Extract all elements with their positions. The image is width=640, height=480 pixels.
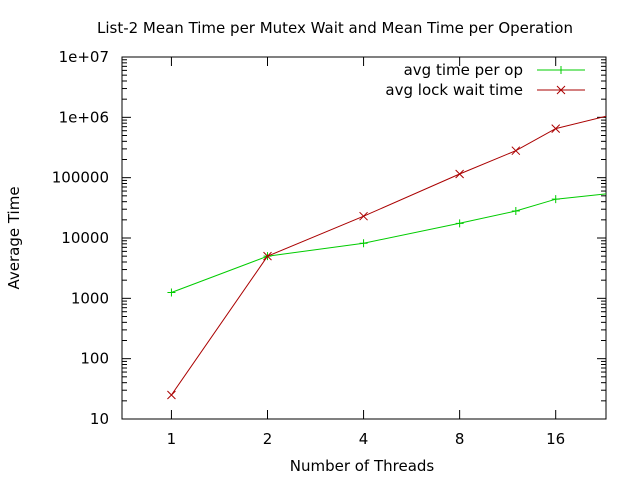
data-point bbox=[263, 251, 272, 261]
data-point bbox=[167, 288, 176, 297]
data-point bbox=[167, 390, 176, 400]
y-tick-label: 1000 bbox=[71, 289, 109, 307]
y-axis-label: Average Time bbox=[5, 186, 23, 289]
data-point bbox=[455, 169, 464, 179]
x-tick-label: 16 bbox=[546, 430, 565, 448]
legend-label: avg time per op bbox=[404, 61, 523, 79]
data-point bbox=[511, 207, 520, 216]
data-point bbox=[551, 124, 561, 133]
y-tick-label: 1e+07 bbox=[59, 48, 109, 66]
y-axis-ticks: 10 100 1000 10000 100000 1e+06 1e+07 bbox=[52, 48, 606, 428]
data-point bbox=[359, 239, 368, 248]
data-point bbox=[455, 219, 464, 228]
y-tick-label: 100 bbox=[80, 350, 109, 368]
x-axis-ticks: 1 2 4 8 16 bbox=[167, 57, 565, 448]
x-tick-label: 4 bbox=[359, 430, 369, 448]
series-layer bbox=[167, 115, 606, 400]
data-point bbox=[511, 146, 521, 156]
x-tick-label: 2 bbox=[263, 430, 273, 448]
y-tick-label: 10 bbox=[90, 410, 109, 428]
y-tick-label: 100000 bbox=[52, 169, 109, 187]
data-point bbox=[359, 211, 368, 221]
x-axis-label: Number of Threads bbox=[290, 457, 435, 475]
legend-label: avg lock wait time bbox=[385, 81, 523, 99]
x-tick-label: 1 bbox=[167, 430, 177, 448]
series-2 bbox=[167, 115, 606, 400]
legend-marker bbox=[556, 85, 566, 95]
legend-marker bbox=[557, 66, 565, 74]
y-tick-label: 1e+06 bbox=[59, 108, 109, 126]
data-point bbox=[551, 195, 560, 204]
y-tick-label: 10000 bbox=[61, 229, 109, 247]
chart-title: List-2 Mean Time per Mutex Wait and Mean… bbox=[97, 19, 573, 37]
x-tick-label: 8 bbox=[455, 430, 465, 448]
legend: avg time per op avg lock wait time bbox=[385, 61, 585, 99]
